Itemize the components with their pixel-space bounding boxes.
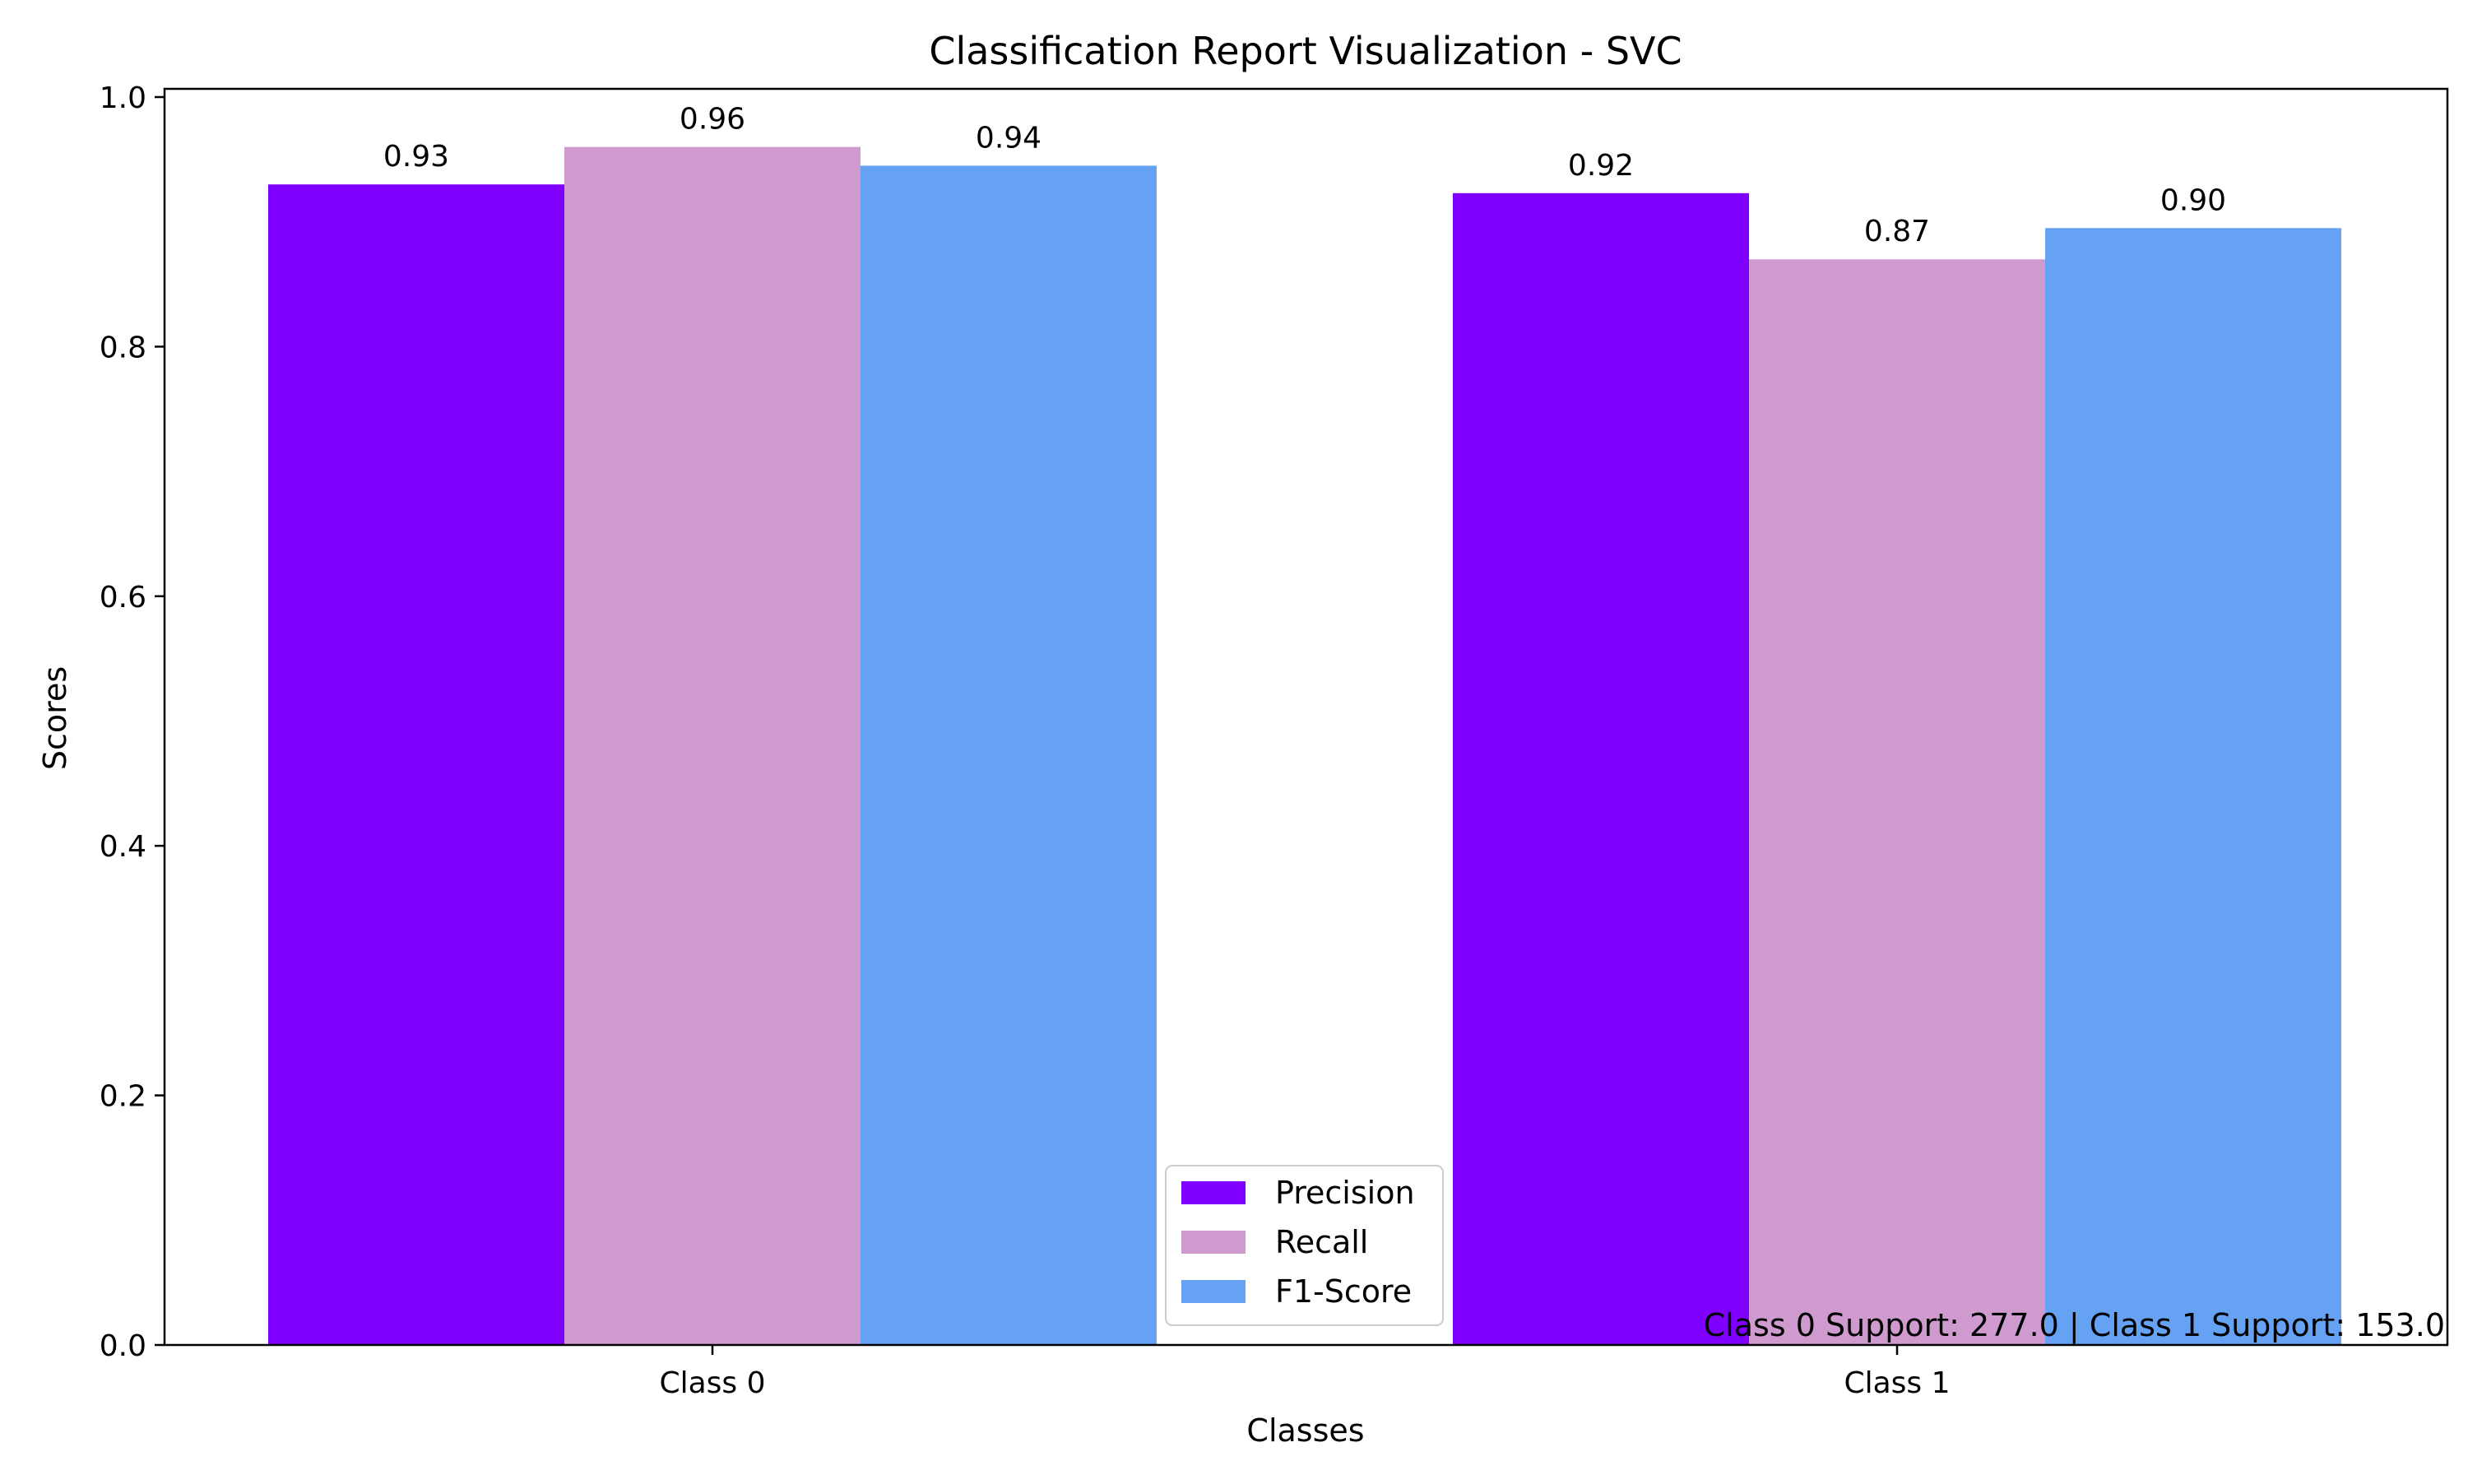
y-axis-label: Scores bbox=[37, 666, 73, 770]
bar-recall-class-1 bbox=[1749, 259, 2045, 1346]
bar-recall-class-0 bbox=[564, 146, 861, 1346]
legend-swatch bbox=[1181, 1231, 1246, 1254]
x-tick-label: Class 1 bbox=[1844, 1366, 1950, 1400]
bar-precision-class-0 bbox=[268, 184, 564, 1346]
data-label: 0.94 bbox=[976, 121, 1041, 155]
y-tick-label: 0.0 bbox=[100, 1329, 146, 1363]
x-axis: Class 0 Class 1 bbox=[659, 1345, 1951, 1400]
data-labels-group: 0.93 0.92 0.96 0.87 0.94 0.90 bbox=[383, 103, 2226, 249]
legend: Precision Recall F1-Score bbox=[1165, 1165, 1444, 1326]
y-tick-label: 1.0 bbox=[100, 81, 146, 115]
y-axis: 0.0 0.2 0.4 0.6 0.8 1.0 bbox=[100, 81, 165, 1363]
legend-label: F1-Score bbox=[1275, 1273, 1412, 1310]
data-label: 0.87 bbox=[1864, 215, 1930, 248]
data-label: 0.92 bbox=[1568, 149, 1634, 183]
data-label: 0.90 bbox=[2160, 183, 2226, 217]
y-tick-label: 0.2 bbox=[100, 1080, 146, 1114]
y-tick-label: 0.6 bbox=[100, 581, 146, 614]
x-axis-label: Classes bbox=[1246, 1412, 1364, 1449]
support-annotation: Class 0 Support: 277.0 | Class 1 Support… bbox=[1704, 1307, 2445, 1344]
bar-precision-class-1 bbox=[1453, 192, 1749, 1346]
legend-label: Precision bbox=[1275, 1175, 1415, 1211]
legend-swatch bbox=[1181, 1280, 1246, 1303]
bar-f1-score-class-0 bbox=[861, 165, 1157, 1345]
y-tick-label: 0.4 bbox=[100, 830, 146, 864]
x-tick-label: Class 0 bbox=[659, 1366, 765, 1400]
bars-group bbox=[268, 146, 2341, 1346]
data-label: 0.93 bbox=[383, 140, 449, 174]
legend-label: Recall bbox=[1275, 1224, 1368, 1260]
legend-swatch bbox=[1181, 1181, 1246, 1204]
data-label: 0.96 bbox=[680, 103, 745, 137]
plot-frame bbox=[163, 87, 2449, 1347]
y-tick-label: 0.8 bbox=[100, 331, 146, 364]
chart-title: Classification Report Visualization - SV… bbox=[929, 29, 1682, 73]
bar-f1-score-class-1 bbox=[2045, 228, 2341, 1345]
